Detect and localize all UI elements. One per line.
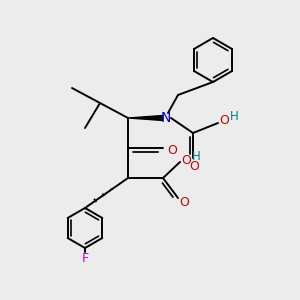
Text: O: O <box>167 143 177 157</box>
Text: O: O <box>181 154 191 166</box>
Polygon shape <box>128 116 163 121</box>
Text: H: H <box>192 149 200 163</box>
Text: O: O <box>189 160 199 172</box>
Text: O: O <box>179 196 189 208</box>
Text: O: O <box>219 115 229 128</box>
Text: H: H <box>230 110 238 124</box>
Text: N: N <box>161 111 171 125</box>
Text: F: F <box>81 253 88 266</box>
